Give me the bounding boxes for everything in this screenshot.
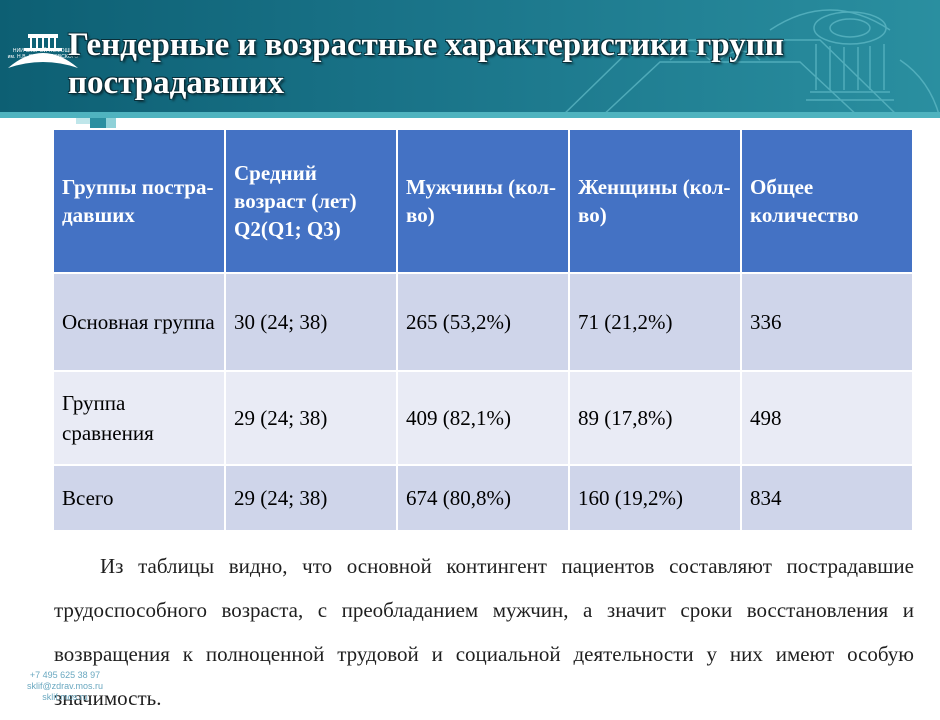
cell-age: 30 (24; 38) [224, 272, 398, 372]
cell-group: Группа сравнения [52, 370, 226, 466]
summary-paragraph: Из таблицы видно, что основной континген… [54, 554, 914, 710]
logo-line-2: им. Н.В. СКЛИФОСОВСКОГО [7, 54, 79, 60]
table-header-row: Группы постра-давших Средний возраст (ле… [52, 128, 914, 274]
column-header-groups: Группы постра-давших [52, 128, 226, 274]
column-header-age: Средний возраст (лет) Q2(Q1; Q3) [224, 128, 398, 274]
slide-header: НИИ СКОРОЙ ПОМОЩИ им. Н.В. СКЛИФОСОВСКОГ… [0, 0, 940, 118]
table-row: Группа сравнения 29 (24; 38) 409 (82,1%)… [52, 370, 914, 466]
logo-line-1: НИИ СКОРОЙ ПОМОЩИ [12, 48, 74, 54]
accent-square [90, 118, 106, 128]
accent-square [106, 118, 116, 128]
table-row: Основная группа 30 (24; 38) 265 (53,2%) … [52, 272, 914, 372]
building-illustration-icon [559, 9, 940, 118]
cell-group: Основная группа [52, 272, 226, 372]
cell-total: 834 [740, 464, 914, 532]
cell-men: 674 (80,8%) [396, 464, 570, 532]
cell-men: 409 (82,1%) [396, 370, 570, 466]
cell-age: 29 (24; 38) [224, 464, 398, 532]
column-header-women: Женщины (кол-во) [568, 128, 742, 274]
cell-age: 29 (24; 38) [224, 370, 398, 466]
header-accent-band [0, 112, 940, 118]
institute-logo-icon [8, 34, 78, 68]
cell-total: 498 [740, 370, 914, 466]
cell-total: 336 [740, 272, 914, 372]
cell-women: 71 (21,2%) [568, 272, 742, 372]
cell-men: 265 (53,2%) [396, 272, 570, 372]
column-header-total: Общее количество [740, 128, 914, 274]
cell-group: Всего [52, 464, 226, 532]
accent-square [76, 118, 90, 124]
contact-info: +7 495 625 38 97 sklif@zdrav.mos.ru skli… [0, 670, 130, 703]
cell-women: 89 (17,8%) [568, 370, 742, 466]
table-row: Всего 29 (24; 38) 674 (80,8%) 160 (19,2%… [52, 464, 914, 532]
contact-email: sklif@zdrav.mos.ru [27, 681, 103, 691]
statistics-table-container: Группы постра-давших Средний возраст (ле… [52, 128, 914, 532]
contact-site: sklif.mos.ru [42, 692, 88, 702]
contact-phone: +7 495 625 38 97 [29, 670, 101, 680]
statistics-table: Группы постра-давших Средний возраст (ле… [52, 128, 914, 532]
logo-caption: НИИ СКОРОЙ ПОМОЩИ им. Н.В. СКЛИФОСОВСКОГ… [4, 48, 82, 60]
cell-women: 160 (19,2%) [568, 464, 742, 532]
column-header-men: Мужчины (кол-во) [396, 128, 570, 274]
page-title: Гендерные и возрастные характеристики гр… [68, 27, 784, 101]
